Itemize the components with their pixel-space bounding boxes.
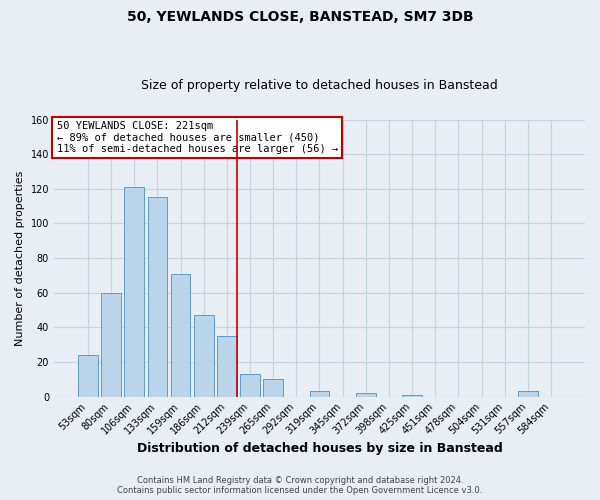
- Text: 50, YEWLANDS CLOSE, BANSTEAD, SM7 3DB: 50, YEWLANDS CLOSE, BANSTEAD, SM7 3DB: [127, 10, 473, 24]
- Bar: [194, 315, 214, 396]
- Bar: [263, 380, 283, 396]
- Bar: [148, 198, 167, 396]
- Bar: [78, 355, 98, 397]
- Bar: [356, 393, 376, 396]
- Bar: [402, 395, 422, 396]
- Bar: [101, 292, 121, 397]
- X-axis label: Distribution of detached houses by size in Banstead: Distribution of detached houses by size …: [137, 442, 502, 455]
- Bar: [124, 187, 144, 396]
- Bar: [170, 274, 190, 396]
- Text: 50 YEWLANDS CLOSE: 221sqm
← 89% of detached houses are smaller (450)
11% of semi: 50 YEWLANDS CLOSE: 221sqm ← 89% of detac…: [56, 121, 338, 154]
- Title: Size of property relative to detached houses in Banstead: Size of property relative to detached ho…: [141, 79, 498, 92]
- Bar: [217, 336, 236, 396]
- Text: Contains HM Land Registry data © Crown copyright and database right 2024.
Contai: Contains HM Land Registry data © Crown c…: [118, 476, 482, 495]
- Bar: [240, 374, 260, 396]
- Bar: [518, 392, 538, 396]
- Y-axis label: Number of detached properties: Number of detached properties: [15, 170, 25, 346]
- Bar: [310, 392, 329, 396]
